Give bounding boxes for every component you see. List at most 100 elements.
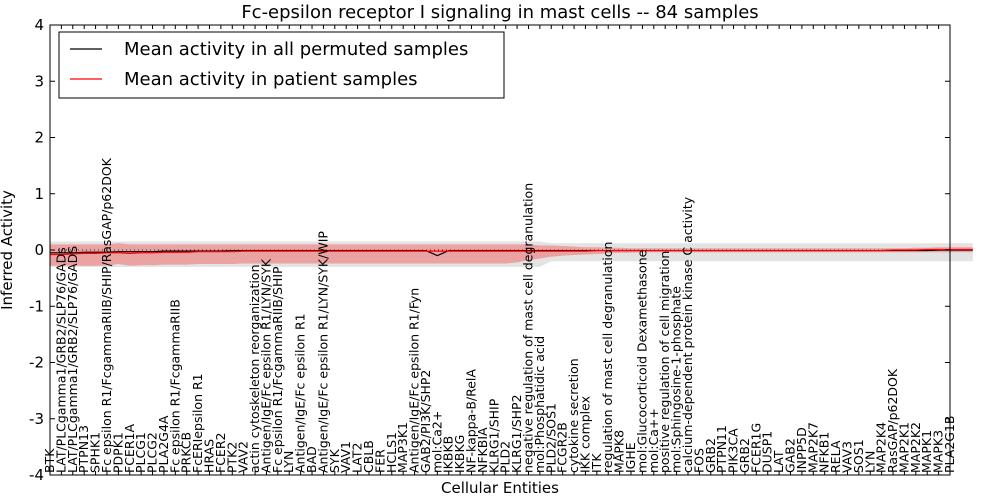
x-category-label: cytokine secretion	[566, 358, 581, 473]
x-category-label: PLA2G4A	[156, 415, 171, 473]
x-category-label: BAD	[304, 446, 319, 473]
x-category-label: mol:Phosphatidic acid	[532, 336, 547, 473]
x-category-label: CBLB	[361, 440, 376, 473]
x-category-label: FCER2	[213, 433, 228, 473]
x-category-label: MAPK8	[612, 430, 627, 473]
x-category-label: INPP5D	[794, 427, 809, 473]
x-category-label: DUSP1	[760, 431, 775, 473]
y-tick-label: -3	[29, 410, 44, 428]
x-category-label: HCLS1	[384, 432, 399, 473]
x-category-label: FCGR2B	[555, 422, 570, 473]
x-category-label: mol:Ca++	[646, 408, 661, 473]
y-tick-label: 0	[34, 241, 44, 259]
x-category-label: PIK3CA	[726, 428, 741, 473]
x-category-label: FcERIepsilon R1	[190, 373, 205, 473]
x-category-label: positive regulation of cell migration	[657, 251, 672, 473]
confidence-bands	[50, 241, 973, 267]
band-patient	[50, 243, 973, 266]
x-category-label: MAP2K1	[896, 422, 911, 473]
x-category-label: MAP3K1	[395, 422, 410, 473]
x-category-label: BTK	[42, 448, 57, 473]
x-category-label: RELA	[828, 440, 843, 473]
legend-label-permuted: Mean activity in all permuted samples	[124, 39, 468, 60]
x-category-label: RasGAP/p62DOK	[885, 368, 900, 473]
x-category-label: LYN	[862, 451, 877, 473]
x-category-label: NFKB1	[817, 432, 832, 473]
x-category-label: SPHK1	[88, 432, 103, 473]
x-category-label: mol:Ca2+	[429, 411, 444, 473]
line-patient	[50, 248, 973, 256]
x-category-label: regulation of mast cell degranulation	[600, 242, 615, 473]
x-category-label: PLCG2	[145, 432, 160, 473]
x-category-label: KLRG1/SHP2	[509, 394, 524, 473]
x-category-label: FOS	[691, 448, 706, 473]
x-category-label: LAT/PLCgamma1/GRB2/SLP76/GADS	[65, 246, 80, 473]
x-category-label: GRB2	[737, 438, 752, 473]
x-category-label: mol:Glucocorticoid Dexamethasone	[634, 249, 649, 473]
series-lines	[50, 248, 973, 257]
y-tick-label: -2	[29, 354, 44, 372]
x-category-label: PLCG1	[133, 432, 148, 473]
x-category-label: SYK	[327, 448, 342, 473]
x-category-label: FER	[372, 449, 387, 473]
x-category-label: IKBKB	[441, 436, 456, 473]
x-category-label: VAV3	[839, 441, 854, 473]
x-category-label: LYN	[281, 451, 296, 473]
x-category-label: SOS1	[851, 439, 866, 473]
x-category-label: mol:Sphingosine-1-phosphate	[669, 286, 684, 473]
x-category-label: PRKCB	[179, 432, 194, 473]
y-axis: -4 -3 -2 -1 0 1 2 3 4	[29, 16, 950, 484]
y-tick-label: 3	[34, 72, 44, 90]
category-labels: BTKLAT/PLCgamma1/GRB2/SLP76/GADsLAT/PLCg…	[42, 157, 957, 473]
x-category-label: actin cytoskeleton reorganization	[247, 264, 262, 473]
legend-label-patient: Mean activity in patient samples	[124, 69, 418, 90]
x-category-label: ITK	[589, 453, 604, 473]
x-category-label: MAPK1	[919, 430, 934, 473]
x-category-label: KLRG1/SHIP	[486, 398, 501, 473]
x-category-label: GAB2	[783, 438, 798, 473]
x-category-label: IGHE	[623, 442, 638, 473]
x-category-label: FCER1A	[122, 424, 137, 473]
y-axis-label: Inferred Activity	[0, 190, 16, 310]
x-category-label: Antigen/IgE/Fc epsilon R1/LYN/SYK/WIP	[315, 231, 330, 473]
x-category-label: GAB2/PI3K/SHP2	[418, 370, 433, 473]
x-axis-label: Cellular Entities	[441, 479, 559, 497]
x-category-label: VAV2	[236, 441, 251, 473]
x-category-label: Fc epsilon R1/FcgammaRIIB	[167, 299, 182, 473]
x-category-label: MAP2K4	[874, 422, 889, 473]
x-category-label: calcium-dependent protein kinase C activ…	[680, 196, 695, 473]
x-category-label: Fc epsilon R1/FcgammaRIIB/SHIP/RasGAP/p6…	[99, 157, 114, 473]
chart-title: Fc-epsilon receptor I signaling in mast …	[241, 2, 758, 23]
x-category-label: Fc epsilon R1/FcgammaRIIB/SHIP	[270, 266, 285, 473]
legend: Mean activity in all permuted samples Me…	[58, 31, 505, 99]
y-tick-label: -1	[29, 297, 44, 315]
x-category-label: Antigen/IgE/Fc epsilon R1/Fyn	[407, 288, 422, 473]
x-category-label: LAT/PLCgamma1/GRB2/SLP76/GADs	[53, 247, 68, 473]
x-category-label: MAP2K7	[805, 422, 820, 473]
x-category-label: PLD2/SOS1	[543, 403, 558, 473]
x-category-label: PLD2	[498, 441, 513, 473]
x-category-label: PLA2G1B	[942, 415, 957, 473]
y-tick-label: 1	[34, 185, 44, 203]
x-category-label: PDPK1	[110, 432, 125, 473]
x-category-label: FCER1G	[748, 423, 763, 473]
x-category-label: GRB2	[703, 438, 718, 473]
x-category-label: Antigen/IgE/Fc epsilon R1/LYN/SYK	[258, 258, 273, 473]
y-tick-label: -4	[29, 466, 44, 484]
y-tick-label: 4	[34, 16, 44, 34]
x-category-label: PTPN11	[714, 425, 729, 473]
x-category-label: MAPK3	[931, 430, 946, 473]
x-category-label: HRAS	[201, 439, 216, 473]
x-category-label: NFKBIA	[475, 427, 490, 473]
x-category-label: NF-kappa-B/RelA	[464, 369, 479, 473]
x-category-label: LAT	[771, 450, 786, 473]
x-category-label: PTK2	[224, 442, 239, 473]
y-tick-label: 2	[34, 129, 44, 147]
x-category-label: VAV1	[338, 441, 353, 473]
x-category-label: Antigen/IgE/Fc epsilon R1	[293, 313, 308, 473]
x-category-label: IKBKG	[452, 435, 467, 473]
x-axis	[49, 25, 951, 475]
x-category-label: negative regulation of mast cell degranu…	[520, 183, 535, 473]
x-category-label: MAP2K2	[908, 422, 923, 473]
